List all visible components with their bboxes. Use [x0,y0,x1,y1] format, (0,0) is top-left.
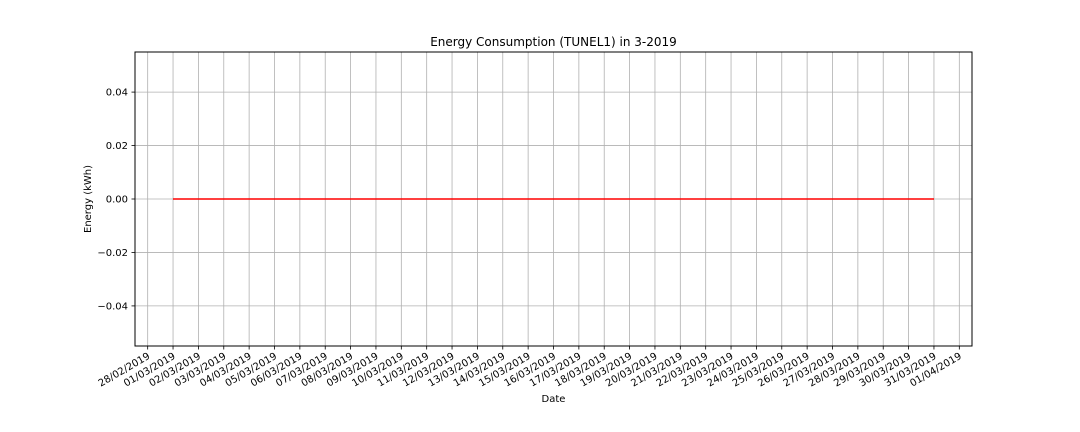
y-tick-label: 0.02 [106,141,128,152]
y-tick-label: 0.04 [106,88,128,99]
y-tick-label: 0.00 [106,195,128,206]
y-axis-ticks: −0.04 −0.02 0.00 0.02 0.04 [97,88,135,312]
x-axis-label: Date [542,394,566,405]
y-tick-label: −0.04 [97,301,128,312]
chart-title: Energy Consumption (TUNEL1) in 3-2019 [430,35,677,49]
x-axis-ticks: 28/02/201901/03/201902/03/201903/03/2019… [97,346,964,389]
y-axis-label: Energy (kWh) [83,165,94,233]
y-tick-label: −0.02 [97,248,128,259]
